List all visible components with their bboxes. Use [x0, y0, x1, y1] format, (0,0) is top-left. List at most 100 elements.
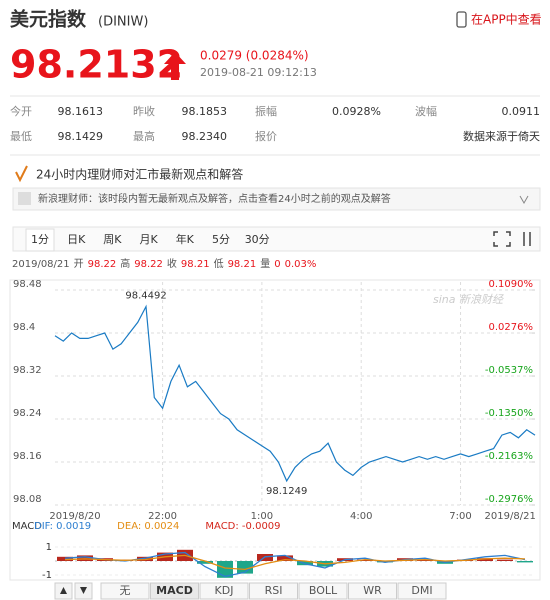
legend-entry: DEA: 0.0024 [117, 521, 179, 532]
macd-bar [497, 559, 513, 561]
banner-title[interactable]: 24小时内理财师对汇市最新观点和解答 [36, 167, 243, 182]
y-tick-label: 1 [46, 542, 52, 553]
info-text: 0 [274, 259, 280, 270]
indicator-tab-box[interactable] [249, 582, 298, 600]
info-text: 2019/08/21 [12, 259, 70, 270]
indicator-tab[interactable]: KDJ [215, 584, 234, 597]
macd-bar [357, 559, 373, 561]
stat-label: 今开 [10, 104, 32, 118]
x-tick-label: 2019/8/21 [485, 511, 536, 522]
period-tab[interactable]: 1分 [31, 233, 49, 246]
banner-message[interactable]: 新浪理财师：该时段内暂无最新观点及解答，点击查看24小时之前的观点及解答 [38, 192, 391, 205]
x-tick-label: 1:00 [251, 511, 273, 522]
y2-tick-label: -0.1350% [485, 408, 533, 419]
info-text: 低 [214, 257, 224, 270]
indicator-tab-box[interactable] [100, 582, 150, 600]
stat-label: 最低 [10, 130, 32, 143]
info-text: 开 [74, 259, 84, 270]
y2-tick-label: -0.2163% [485, 451, 533, 462]
prev-arrow [60, 587, 67, 594]
period-tab[interactable]: 月K [139, 233, 158, 246]
info-text: 98.22 [88, 259, 117, 270]
info-text: 0.03% [285, 259, 317, 270]
macd-bar [77, 555, 93, 561]
indicator-tab[interactable]: RSI [265, 584, 283, 597]
indicator-tab-box[interactable] [298, 582, 348, 600]
stat-value: 0.0911 [502, 105, 541, 118]
settings-icon[interactable] [523, 232, 531, 246]
x-tick-label: 2019/8/20 [49, 511, 100, 522]
tab-icons [493, 231, 531, 247]
info-text: 98.21 [228, 259, 257, 270]
y-tick-label: 98.24 [13, 408, 42, 419]
indicator-tab[interactable]: DMI [411, 584, 432, 597]
y-tick-label: 98.16 [13, 451, 42, 462]
fullscreen-icon[interactable] [493, 231, 511, 247]
info-text: 高 [120, 257, 130, 270]
extreme-label: 98.4492 [125, 291, 166, 302]
y-tick-label: 98.32 [13, 365, 42, 376]
change: 0.0279 (0.0284%) [200, 49, 309, 63]
x-tick-label: 4:00 [350, 511, 372, 522]
stat-value: 98.2340 [182, 130, 228, 143]
indicator-tab[interactable]: BOLL [309, 584, 338, 597]
code: (DINIW) [98, 15, 148, 30]
macd-line [64, 554, 526, 571]
chart-layer: 今开 98.1613 昨收 98.1853 振幅 0.0928% 波幅 0.0911 最低 98.… [10, 104, 541, 600]
y2-tick-label: 0.1090% [489, 279, 534, 290]
y2-tick-label: 0.0276% [489, 322, 534, 333]
title: 美元指数 [10, 8, 87, 31]
chart-frame [9, 279, 541, 581]
indicator-tab-box[interactable] [348, 582, 397, 600]
macd-bar [217, 561, 233, 578]
indicator-tab-box[interactable] [150, 582, 199, 600]
app-link[interactable]: 在APP中查看 [471, 12, 542, 27]
stat-label: 波幅 [415, 105, 437, 118]
stat-label: 昨收 [133, 104, 155, 118]
indicator-tab-box[interactable] [199, 582, 249, 600]
banner-icon [15, 165, 28, 183]
data-source: 数据来源于倚天 [463, 129, 540, 143]
period-tab[interactable]: 5分 [212, 233, 230, 246]
stat-value: 98.1429 [58, 130, 104, 143]
macd-bar [377, 561, 393, 563]
period-tab[interactable]: 30分 [245, 233, 270, 246]
macd-bar [477, 558, 493, 561]
stat-value: 98.1853 [182, 105, 228, 118]
tab-bar [12, 226, 541, 252]
indicator-tab[interactable]: MACD [156, 584, 193, 597]
indicator-tab-box[interactable] [397, 582, 447, 600]
info-text: 量 [260, 258, 270, 270]
info-text: 收 [167, 257, 177, 270]
expand-icon[interactable] [519, 195, 529, 205]
macd-bar [137, 556, 153, 561]
y-tick-label: 98.48 [13, 279, 42, 290]
info-text: 98.21 [181, 259, 210, 270]
y-tick-label: 98.4 [13, 322, 35, 333]
period-tab[interactable]: 年K [176, 232, 195, 246]
stat-label: 报价 [255, 129, 277, 143]
stat-label: 最高 [133, 129, 155, 143]
info-text: 98.22 [134, 259, 163, 270]
up-arrow [164, 52, 186, 80]
y-tick-label: -1 [42, 570, 52, 581]
period-tab[interactable]: 日K [67, 233, 86, 246]
macd-bar [417, 559, 433, 561]
price-line [54, 304, 536, 483]
indicator-tab[interactable]: WR [363, 584, 382, 597]
x-tick-label: 22:00 [148, 511, 177, 522]
active-tab [25, 228, 55, 252]
indicator-tab[interactable]: 无 [120, 584, 131, 597]
stat-value: 0.0928% [332, 105, 381, 118]
macd-bar [197, 561, 213, 564]
phone-icon [456, 11, 467, 28]
macd-bar [517, 561, 533, 563]
legend-entry: MACD: -0.0009 [205, 521, 280, 532]
period-tab[interactable]: 周K [103, 233, 122, 246]
next-arrow [80, 587, 87, 594]
avatar [18, 192, 31, 205]
x-tick-label: 7:00 [449, 511, 471, 522]
macd-title: MACD [12, 521, 42, 532]
